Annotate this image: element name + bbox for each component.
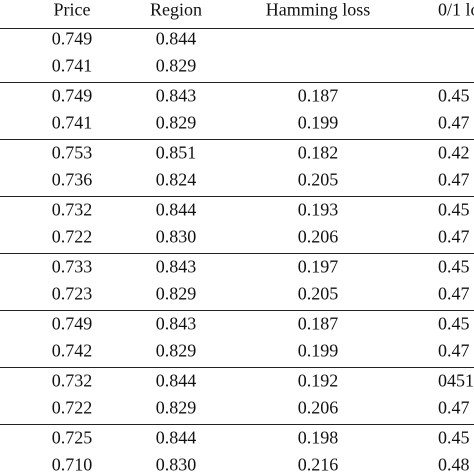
- table-cell: 0.187: [297, 85, 339, 106]
- table-cell: 0.192: [297, 370, 339, 391]
- header-cell: 0/1 lo: [438, 0, 474, 20]
- group-rule: [0, 367, 474, 368]
- table-cell: 0.723: [51, 283, 93, 304]
- table-cell: 0.830: [155, 226, 197, 247]
- group-rule: [0, 310, 474, 311]
- table-cell: 0.829: [155, 283, 197, 304]
- table-cell: 0.843: [155, 313, 197, 334]
- table-cell: 0.197: [297, 256, 339, 277]
- table-cell: 0.42: [438, 142, 470, 163]
- table-cell: 0.47: [438, 226, 470, 247]
- table-cell: 0451: [438, 370, 474, 391]
- table-cell: 0.742: [51, 340, 93, 361]
- table-cell: 0.824: [155, 169, 197, 190]
- table-cell: 0.829: [155, 397, 197, 418]
- table-cell: 0.206: [297, 397, 339, 418]
- header-cell: Hamming loss: [265, 0, 371, 20]
- table-cell: 0.45: [438, 427, 470, 448]
- table-cell: 0.749: [51, 313, 93, 334]
- table-cell: 0.843: [155, 85, 197, 106]
- header-cell: Price: [53, 0, 91, 20]
- table-cell: 0.182: [297, 142, 339, 163]
- table-cell: 0.749: [51, 28, 93, 49]
- table-cell: 0.199: [297, 112, 339, 133]
- group-rule: [0, 253, 474, 254]
- table-cell: 0.205: [297, 169, 339, 190]
- table-cell: 0.187: [297, 313, 339, 334]
- table-cell: 0.851: [155, 142, 197, 163]
- table-cell: 0.198: [297, 427, 339, 448]
- table-cell: 0.206: [297, 226, 339, 247]
- group-rule: [0, 196, 474, 197]
- table-cell: 0.749: [51, 85, 93, 106]
- table-cell: 0.725: [51, 427, 93, 448]
- table-cell: 0.45: [438, 85, 470, 106]
- table-cell: 0.722: [51, 226, 93, 247]
- group-rule: [0, 82, 474, 83]
- header-cell: Region: [150, 0, 202, 20]
- table-cell: 0.47: [438, 340, 470, 361]
- table-cell: 0.722: [51, 397, 93, 418]
- table-cell: 0.732: [51, 199, 93, 220]
- group-rule: [0, 139, 474, 140]
- table-cell: 0.829: [155, 340, 197, 361]
- table-cell: 0.47: [438, 169, 470, 190]
- table-cell: 0.216: [297, 454, 339, 474]
- header-rule: [0, 28, 474, 29]
- table-cell: 0.47: [438, 112, 470, 133]
- table-cell: 0.829: [155, 112, 197, 133]
- table-cell: 0.48: [438, 454, 470, 474]
- table-cell: 0.844: [155, 427, 197, 448]
- table-cell: 0.47: [438, 283, 470, 304]
- group-rule: [0, 424, 474, 425]
- table-cell: 0.710: [51, 454, 93, 474]
- table-cell: 0.205: [297, 283, 339, 304]
- table-cell: 0.45: [438, 256, 470, 277]
- table-cell: 0.844: [155, 199, 197, 220]
- table-cell: 0.753: [51, 142, 93, 163]
- table-cell: 0.830: [155, 454, 197, 474]
- table-cell: 0.829: [155, 55, 197, 76]
- table-cell: 0.844: [155, 28, 197, 49]
- table-cell: 0.843: [155, 256, 197, 277]
- table-cell: 0.199: [297, 340, 339, 361]
- table-cell: 0.733: [51, 256, 93, 277]
- table-cell: 0.47: [438, 397, 470, 418]
- table-cell: 0.45: [438, 199, 470, 220]
- table-cell: 0.45: [438, 313, 470, 334]
- table-cell: 0.732: [51, 370, 93, 391]
- table-cell: 0.741: [51, 55, 93, 76]
- table-cell: 0.193: [297, 199, 339, 220]
- table-cell: 0.736: [51, 169, 93, 190]
- table-cell: 0.741: [51, 112, 93, 133]
- table-cell: 0.844: [155, 370, 197, 391]
